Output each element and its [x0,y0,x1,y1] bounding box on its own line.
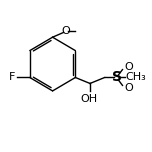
Text: S: S [112,71,122,85]
Text: CH₃: CH₃ [126,73,146,83]
Text: O: O [124,62,133,72]
Text: O: O [61,26,70,36]
Text: O: O [124,83,133,93]
Text: F: F [9,73,15,83]
Text: OH: OH [80,94,97,104]
